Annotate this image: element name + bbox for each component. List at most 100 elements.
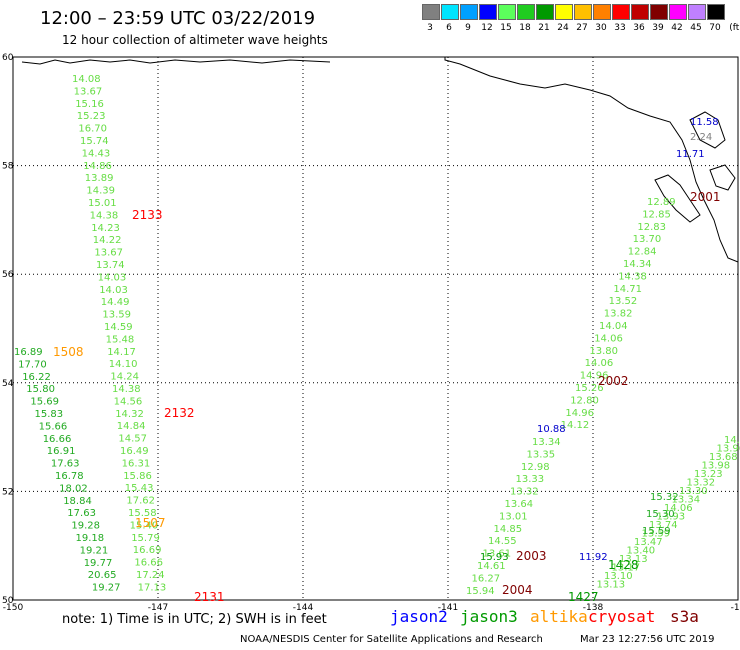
wave-height-label: 13.68: [709, 452, 738, 463]
scale-label: 12: [481, 23, 493, 33]
wave-height-label: 14.84: [117, 421, 146, 432]
wave-height-label: 14.57: [118, 434, 147, 445]
wave-height-label: 13.32: [510, 487, 539, 498]
footer-credit: NOAA/NESDIS Center for Satellite Applica…: [240, 634, 543, 645]
wave-height-label: 16.66: [134, 558, 163, 569]
wave-height-label: 13.33: [516, 474, 545, 485]
wave-height-label: 12.84: [628, 247, 657, 258]
wave-height-label: 13.59: [102, 310, 131, 321]
longitude-label: -150: [3, 603, 24, 613]
scale-label: 33: [614, 23, 626, 33]
wave-height-label: 14.96: [580, 371, 609, 382]
pass-time-label: 2131: [194, 590, 225, 604]
wave-height-label: 14.03: [99, 285, 128, 296]
wave-height-label: 17.13: [138, 582, 167, 593]
map-subtitle: 12 hour collection of altimeter wave hei…: [62, 33, 328, 47]
wave-height-label: 12.80: [570, 395, 599, 406]
wave-height-label: 14.71: [613, 284, 642, 295]
wave-height-label: 15.66: [39, 421, 68, 432]
pass-time-label: 2001: [690, 190, 721, 204]
wave-height-label: 13.59: [642, 529, 671, 540]
wave-height-label: 14.06: [585, 358, 614, 369]
wave-height-label: 13.96: [717, 444, 740, 455]
longitude-label: -147: [148, 603, 168, 613]
wave-height-label: 14.39: [86, 186, 115, 197]
wave-height-label: 17.62: [126, 496, 155, 507]
wave-height-label: 11.71: [676, 149, 705, 160]
scale-swatch: [612, 4, 630, 20]
wave-height-label: 2.24: [690, 132, 712, 143]
wave-height-label: 20.65: [88, 570, 117, 581]
latitude-label: 52: [2, 487, 13, 497]
wave-height-label: 13.34: [532, 437, 561, 448]
wave-height-label: 15.59: [642, 526, 671, 537]
wave-height-label: 14.61: [477, 561, 506, 572]
wave-height-label: 15.69: [30, 397, 59, 408]
wave-height-label: 12.85: [642, 209, 671, 220]
longitude-label: -13: [731, 603, 740, 613]
wave-height-label: 14.36: [724, 435, 740, 446]
legend-s3a: s3a: [670, 607, 699, 626]
latitude-label: 58: [2, 162, 14, 172]
wave-height-label: 14.43: [82, 148, 111, 159]
wave-height-label: 13.35: [527, 449, 556, 460]
wave-height-label: 10.88: [537, 424, 566, 435]
island-coastline: [709, 164, 736, 191]
wave-height-label: 17.63: [51, 459, 80, 470]
wave-height-label: 15.86: [123, 471, 152, 482]
wave-height-label: 13.47: [634, 537, 663, 548]
wave-height-label: 16.89: [14, 347, 43, 358]
scale-swatch: [555, 4, 573, 20]
wave-height-label: 13.32: [687, 478, 716, 489]
wave-height-label: 16.69: [133, 545, 162, 556]
wave-height-label: 13.67: [74, 86, 103, 97]
longitude-label: -138: [583, 603, 604, 613]
wave-height-label: 13.17: [612, 563, 641, 574]
wave-height-label: 16.27: [472, 573, 501, 584]
pass-time-label: 2003: [516, 549, 547, 563]
wave-height-label: 15.80: [26, 384, 55, 395]
scale-label: 6: [446, 23, 452, 33]
wave-height-label: 14.22: [93, 235, 122, 246]
scale-swatch: [536, 4, 554, 20]
wave-height-label: 15.74: [80, 136, 109, 147]
pass-time-label: 1427: [568, 590, 599, 604]
wave-height-label: 13.01: [499, 511, 528, 522]
wave-height-label: 13.82: [604, 309, 633, 320]
wave-height-label: 15.43: [125, 483, 154, 494]
wave-height-label: 14.12: [561, 420, 590, 431]
legend-altika: altika: [530, 607, 588, 626]
scale-swatch: [479, 4, 497, 20]
scale-swatch: [707, 4, 725, 20]
scale-label: 27: [576, 23, 588, 33]
coastline: [444, 56, 739, 263]
latitude-label: 54: [2, 379, 14, 389]
legend-jason2: jason2: [390, 607, 448, 626]
scale-swatch: [650, 4, 668, 20]
scale-swatch: [574, 4, 592, 20]
wave-height-label: 15.58: [128, 508, 157, 519]
wave-height-label: 13.30: [679, 486, 708, 497]
wave-height-label: 16.70: [78, 124, 107, 135]
wave-height-label: 15.23: [77, 111, 106, 122]
wave-height-label: 14.23: [91, 223, 120, 234]
map-title: 12:00 – 23:59 UTC 03/22/2019: [40, 8, 316, 29]
wave-height-label: 13.10: [604, 571, 633, 582]
scale-label: 39: [652, 23, 664, 33]
wave-height-label: 15.30: [646, 509, 675, 520]
pass-time-label: 2004: [502, 583, 533, 597]
wave-height-label: 14.03: [98, 272, 127, 283]
wave-height-label: 16.91: [47, 446, 76, 457]
wave-height-label: 16.78: [55, 471, 84, 482]
wave-height-label: 14.38: [112, 384, 141, 395]
scale-swatch: [422, 4, 440, 20]
wave-height-label: 13.70: [633, 234, 662, 245]
wave-height-label: 17.63: [67, 508, 96, 519]
wave-height-label: 18.84: [63, 496, 92, 507]
scale-label: 24: [557, 23, 569, 33]
wave-height-label: 14.85: [494, 524, 523, 535]
wave-height-label: 15.79: [131, 533, 160, 544]
scale-swatch: [688, 4, 706, 20]
wave-height-label: 14.49: [101, 297, 130, 308]
